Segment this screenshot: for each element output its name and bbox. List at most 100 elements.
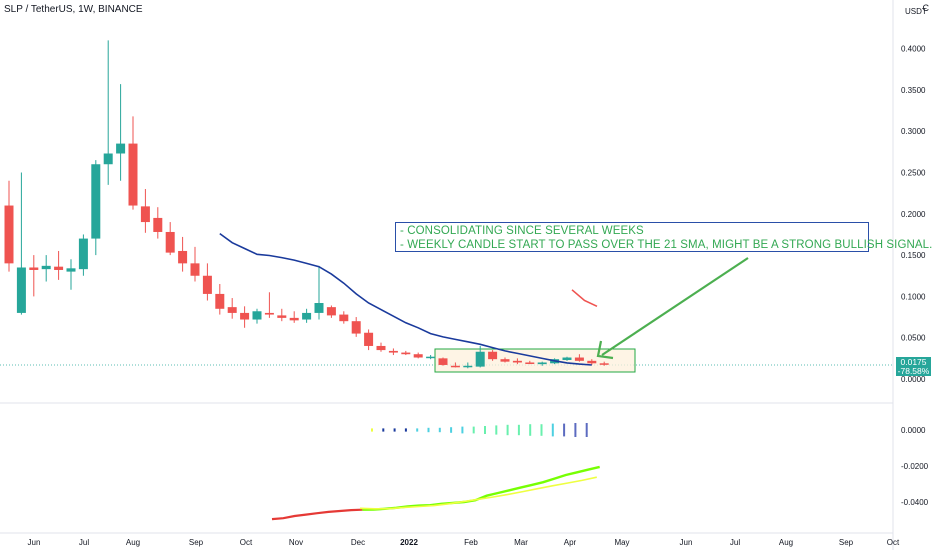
candle-body bbox=[202, 275, 212, 294]
histogram-bar bbox=[563, 423, 566, 437]
candle-body bbox=[190, 263, 200, 276]
histogram-bar bbox=[450, 427, 453, 433]
time-axis-tick: Jun bbox=[28, 538, 41, 547]
candle-body bbox=[165, 231, 175, 253]
candle-body bbox=[426, 356, 436, 359]
candle-body bbox=[599, 363, 609, 365]
candle-body bbox=[525, 362, 535, 364]
time-axis-tick: Jul bbox=[730, 538, 740, 547]
candle-body bbox=[153, 217, 163, 232]
candle-body bbox=[475, 351, 485, 367]
time-axis-tick: Sep bbox=[189, 538, 204, 547]
histogram-bar bbox=[551, 423, 554, 437]
price-axis-tick: 0.0000 bbox=[901, 375, 926, 384]
oscillator-signal-line bbox=[359, 476, 597, 510]
histogram-bar bbox=[416, 428, 419, 432]
candle-body bbox=[438, 358, 448, 365]
time-axis-tick: May bbox=[614, 538, 629, 547]
candle-body bbox=[66, 268, 76, 272]
candle-body bbox=[537, 362, 547, 365]
oscillator-line-bull bbox=[362, 465, 600, 511]
sma-layer bbox=[219, 232, 598, 366]
time-axis-tick: Jul bbox=[79, 538, 89, 547]
histogram-bar bbox=[393, 428, 396, 432]
price-axis-tick: 0.1500 bbox=[901, 251, 926, 260]
candle-body bbox=[264, 312, 274, 315]
candle-body bbox=[376, 345, 386, 351]
last-price-badge: 0.0175 -78.58% bbox=[896, 357, 931, 376]
candle-body bbox=[252, 311, 262, 320]
histogram-bar bbox=[517, 424, 520, 436]
candle-body bbox=[16, 267, 26, 313]
histogram-bar bbox=[382, 428, 385, 432]
price-axis-tick: 0.1000 bbox=[901, 292, 926, 301]
histogram-bar bbox=[540, 424, 543, 436]
histogram-bar bbox=[371, 428, 373, 432]
time-axis-tick: Sep bbox=[839, 538, 854, 547]
sma21-line bbox=[219, 232, 592, 366]
candle-body bbox=[116, 143, 126, 154]
oscillator-layer bbox=[271, 257, 749, 521]
candle-body bbox=[29, 267, 39, 270]
price-axis-tick: 0.3500 bbox=[901, 86, 926, 95]
histogram-bar bbox=[506, 424, 509, 436]
price-axis-tick: 0.4000 bbox=[901, 45, 926, 54]
symbol-title: SLP / TetherUS, 1W, BINANCE bbox=[4, 4, 143, 15]
histogram-bar bbox=[529, 424, 532, 436]
price-change-percent: -78.58% bbox=[897, 366, 930, 376]
arrow-shaft bbox=[601, 257, 749, 356]
histogram-bar bbox=[472, 426, 475, 434]
candle-body bbox=[401, 352, 411, 355]
oscillator-axis-tick: 0.0000 bbox=[901, 426, 926, 435]
time-axis-tick: Aug bbox=[779, 538, 793, 547]
candle-body bbox=[574, 357, 584, 361]
candle-body bbox=[178, 250, 188, 264]
last-price-value: 0.0175 bbox=[900, 357, 927, 367]
consolidation-highlight-layer bbox=[434, 348, 636, 373]
currency-label: USDT bbox=[905, 7, 927, 16]
histogram-bar bbox=[404, 428, 407, 432]
annotation-line-1: - CONSOLIDATING SINCE SEVERAL WEEKS bbox=[400, 225, 644, 237]
candle-body bbox=[78, 238, 88, 270]
candle-body bbox=[500, 359, 510, 362]
histogram-bar bbox=[484, 426, 486, 434]
price-axis-tick: 0.2000 bbox=[901, 210, 926, 219]
candle-body bbox=[277, 315, 287, 318]
candles-layer bbox=[4, 40, 609, 369]
candle-body bbox=[240, 312, 250, 320]
candle-body bbox=[512, 360, 522, 363]
candle-body bbox=[364, 332, 374, 346]
annotation-callout[interactable]: - CONSOLIDATING SINCE SEVERAL WEEKS - WE… bbox=[395, 222, 932, 252]
time-axis-tick: Apr bbox=[564, 538, 577, 547]
candle-body bbox=[314, 303, 324, 313]
time-axis-tick: 2022 bbox=[400, 538, 418, 547]
candle-body bbox=[128, 143, 138, 206]
time-axis-tick: Nov bbox=[289, 538, 303, 547]
axes-layer: 0.4000 0.3500 0.3000 0.2500 0.2000 0.1500 0.10… bbox=[28, 7, 929, 547]
candle-body bbox=[587, 360, 597, 364]
time-axis-tick: Dec bbox=[351, 538, 365, 547]
price-axis-tick: 0.3000 bbox=[901, 127, 926, 136]
histogram-bar bbox=[438, 427, 441, 433]
price-axis-tick: 0.0500 bbox=[901, 334, 926, 343]
corner-label: C bbox=[922, 3, 930, 13]
price-axis-tick: 0.2500 bbox=[901, 169, 926, 178]
candle-body bbox=[103, 153, 113, 165]
candle-body bbox=[326, 307, 336, 316]
histogram-bar bbox=[461, 426, 464, 434]
histogram-bar bbox=[427, 427, 430, 433]
time-axis-tick: Mar bbox=[514, 538, 528, 547]
candle-body bbox=[450, 365, 460, 368]
oscillator-axis-tick: -0.0400 bbox=[901, 498, 929, 507]
candle-body bbox=[339, 314, 349, 322]
secondary-red-line bbox=[571, 289, 598, 308]
candle-body bbox=[302, 312, 312, 320]
candle-body bbox=[488, 351, 498, 360]
arrow-head bbox=[596, 340, 614, 360]
time-axis-tick: Aug bbox=[126, 538, 140, 547]
candle-body bbox=[4, 205, 14, 264]
time-axis-tick: Jun bbox=[680, 538, 693, 547]
candle-body bbox=[91, 164, 101, 239]
